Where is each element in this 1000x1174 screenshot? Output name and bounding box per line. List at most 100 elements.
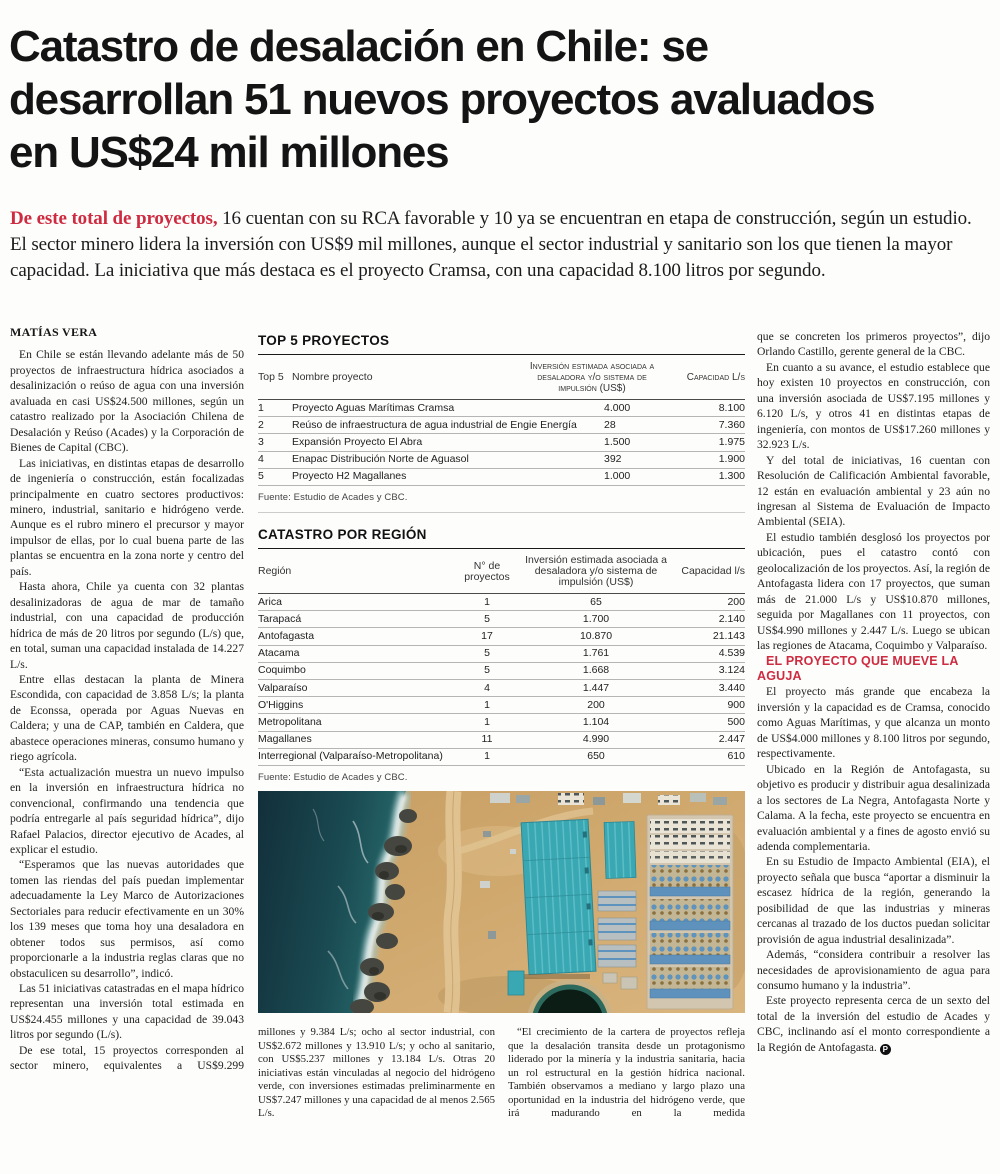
lede-paragraph: De este total de proyectos, 16 cuentan c… [10, 206, 992, 284]
cell-investment: 1.000 [604, 470, 631, 483]
cell-name: Reúso de infraestructura de agua industr… [292, 418, 577, 431]
cell-capacity: 1.300 [718, 470, 745, 483]
section-subhead: EL PROYECTO QUE MUEVE LA AGUJA [757, 653, 959, 683]
cell-capacity: 200 [727, 595, 745, 608]
cell-name: Expansión Proyecto El Abra [292, 435, 423, 448]
end-of-article-icon: P [879, 1043, 891, 1055]
paragraph: En cuanto a su avance, el estudio establ… [757, 360, 990, 452]
page-title: Catastro de desalación en Chile: se desa… [9, 20, 969, 179]
header-rank: Top 5 [258, 371, 284, 383]
paragraph: En su Estudio de Impacto Ambiental (EIA)… [757, 855, 990, 946]
cell-investment: 1.500 [604, 435, 631, 448]
aerial-photo [258, 791, 745, 1013]
lede-lead-in: De este total de proyectos, [10, 208, 218, 229]
cell-rank: 2 [258, 418, 264, 431]
header-capacity: Capacidad l/s [681, 565, 745, 577]
headline-line-3: en US$24 mil millones [9, 128, 450, 177]
paragraph: Ubicado en la Región de Antofagasta, su … [757, 762, 990, 853]
cell-region: Arica [258, 595, 282, 608]
middle-column: TOP 5 PROYECTOS Top 5 Nombre proyecto In… [258, 333, 745, 1174]
cell-capacity: 610 [727, 750, 745, 763]
section-divider [258, 511, 745, 513]
cell-region: Atacama [258, 647, 300, 660]
cell-region: Metropolitana [258, 715, 322, 728]
top5-table-title: TOP 5 PROYECTOS [258, 333, 745, 355]
source-note: Fuente: Estudio de Acades y CBC. [258, 491, 408, 503]
headline-line-2: desarrollan 51 nuevos proyectos avaluado… [9, 75, 876, 124]
cell-capacity: 2.447 [718, 733, 745, 746]
paragraph: “Esperamos que las nuevas autoridades qu… [10, 858, 244, 980]
cell-count: 4 [484, 681, 490, 694]
source-note: Fuente: Estudio de Acades y CBC. [258, 771, 408, 783]
cell-investment: 10.870 [579, 629, 613, 642]
cell-count: 1 [484, 595, 490, 608]
cell-investment: 392 [604, 453, 622, 466]
cell-capacity: 3.124 [718, 664, 745, 677]
cell-region: Interregional (Valparaíso-Metropolitana) [258, 750, 443, 763]
paragraph: Este proyecto representa cerca de un sex… [757, 993, 990, 1055]
cell-count: 1 [484, 715, 490, 728]
table-row: Valparaíso 4 1.447 3.440 [258, 680, 745, 698]
cell-capacity: 900 [727, 698, 745, 711]
paragraph: “El crecimiento de la cartera de proyect… [508, 1026, 745, 1120]
cell-count: 11 [481, 733, 493, 746]
cell-region: Coquimbo [258, 664, 306, 677]
paragraph-text: Este proyecto representa cerca de un sex… [757, 994, 990, 1054]
cell-investment: 28 [604, 418, 616, 431]
cell-investment: 650 [587, 750, 605, 763]
headline-line-1: Catastro de desalación en Chile: se [9, 22, 709, 71]
header-name: Nombre proyecto [292, 371, 373, 383]
table-row: Interregional (Valparaíso-Metropolitana)… [258, 749, 745, 766]
cell-investment: 65 [590, 595, 602, 608]
left-column: MATÍAS VERA En Chile se están llevando a… [10, 325, 244, 1074]
cell-region: Antofagasta [258, 629, 315, 642]
lede-text: 16 cuentan con su RCA favorable y 10 ya … [10, 208, 972, 281]
paragraph: “Esta actualización muestra un nuevo imp… [10, 765, 244, 856]
top5-header-row: Top 5 Nombre proyecto Inversión estimada… [258, 361, 745, 400]
cell-rank: 3 [258, 435, 264, 448]
table-row: Metropolitana 1 1.104 500 [258, 714, 745, 732]
header-capacity: Capacidad L/s [686, 372, 745, 383]
table-row: 5 Proyecto H2 Magallanes 1.000 1.300 [258, 469, 745, 486]
cell-count: 5 [484, 647, 490, 660]
paragraph: De ese total, 15 proyectos corresponden … [10, 1043, 244, 1073]
table-row: Atacama 5 1.761 4.539 [258, 646, 745, 663]
cell-investment: 1.447 [582, 681, 610, 694]
table-row: 2 Reúso de infraestructura de agua indus… [258, 417, 745, 435]
header-count: N° de proyectos [464, 559, 510, 583]
cell-capacity: 3.440 [718, 681, 745, 694]
cell-investment: 1.700 [582, 612, 610, 625]
cell-count: 1 [484, 750, 490, 763]
table-row: 1 Proyecto Aguas Marítimas Cramsa 4.000 … [258, 400, 745, 418]
header-region: Región [258, 565, 292, 577]
byline: MATÍAS VERA [10, 325, 98, 339]
cell-investment: 1.668 [582, 664, 610, 677]
cell-name: Proyecto H2 Magallanes [292, 470, 407, 483]
cell-region: Tarapacá [258, 612, 302, 625]
cell-rank: 1 [258, 401, 264, 414]
paragraph: El estudio también desglosó los proyecto… [757, 530, 990, 653]
cell-count: 5 [484, 612, 490, 625]
table-row: Antofagasta 17 10.870 21.143 [258, 628, 745, 646]
cell-capacity: 1.900 [718, 453, 745, 466]
table-row: Magallanes 11 4.990 2.447 [258, 732, 745, 749]
cell-rank: 4 [258, 453, 264, 466]
top5-table: TOP 5 PROYECTOS Top 5 Nombre proyecto In… [258, 333, 745, 513]
cell-investment: 4.990 [582, 733, 610, 746]
cell-capacity: 500 [727, 715, 745, 728]
cell-name: Proyecto Aguas Marítimas Cramsa [292, 401, 455, 414]
cell-region: Valparaíso [258, 681, 308, 694]
table-row: 3 Expansión Proyecto El Abra 1.500 1.975 [258, 434, 745, 452]
cell-investment: 1.761 [582, 647, 610, 660]
regions-table: CATASTRO POR REGIÓN Región N° de proyect… [258, 527, 745, 783]
paragraph: Las 51 iniciativas catastradas en el map… [10, 982, 244, 1042]
cell-investment: 200 [587, 698, 605, 711]
header-investment: Inversión estimada asociada a desaladora… [525, 554, 667, 588]
cell-count: 5 [484, 664, 490, 677]
cell-capacity: 2.140 [718, 612, 745, 625]
cell-capacity: 8.100 [718, 401, 745, 414]
mid-bottom-col-b: “El crecimiento de la cartera de proyect… [508, 1026, 745, 1121]
cell-capacity: 21.143 [712, 629, 745, 642]
cell-capacity: 7.360 [718, 418, 745, 431]
